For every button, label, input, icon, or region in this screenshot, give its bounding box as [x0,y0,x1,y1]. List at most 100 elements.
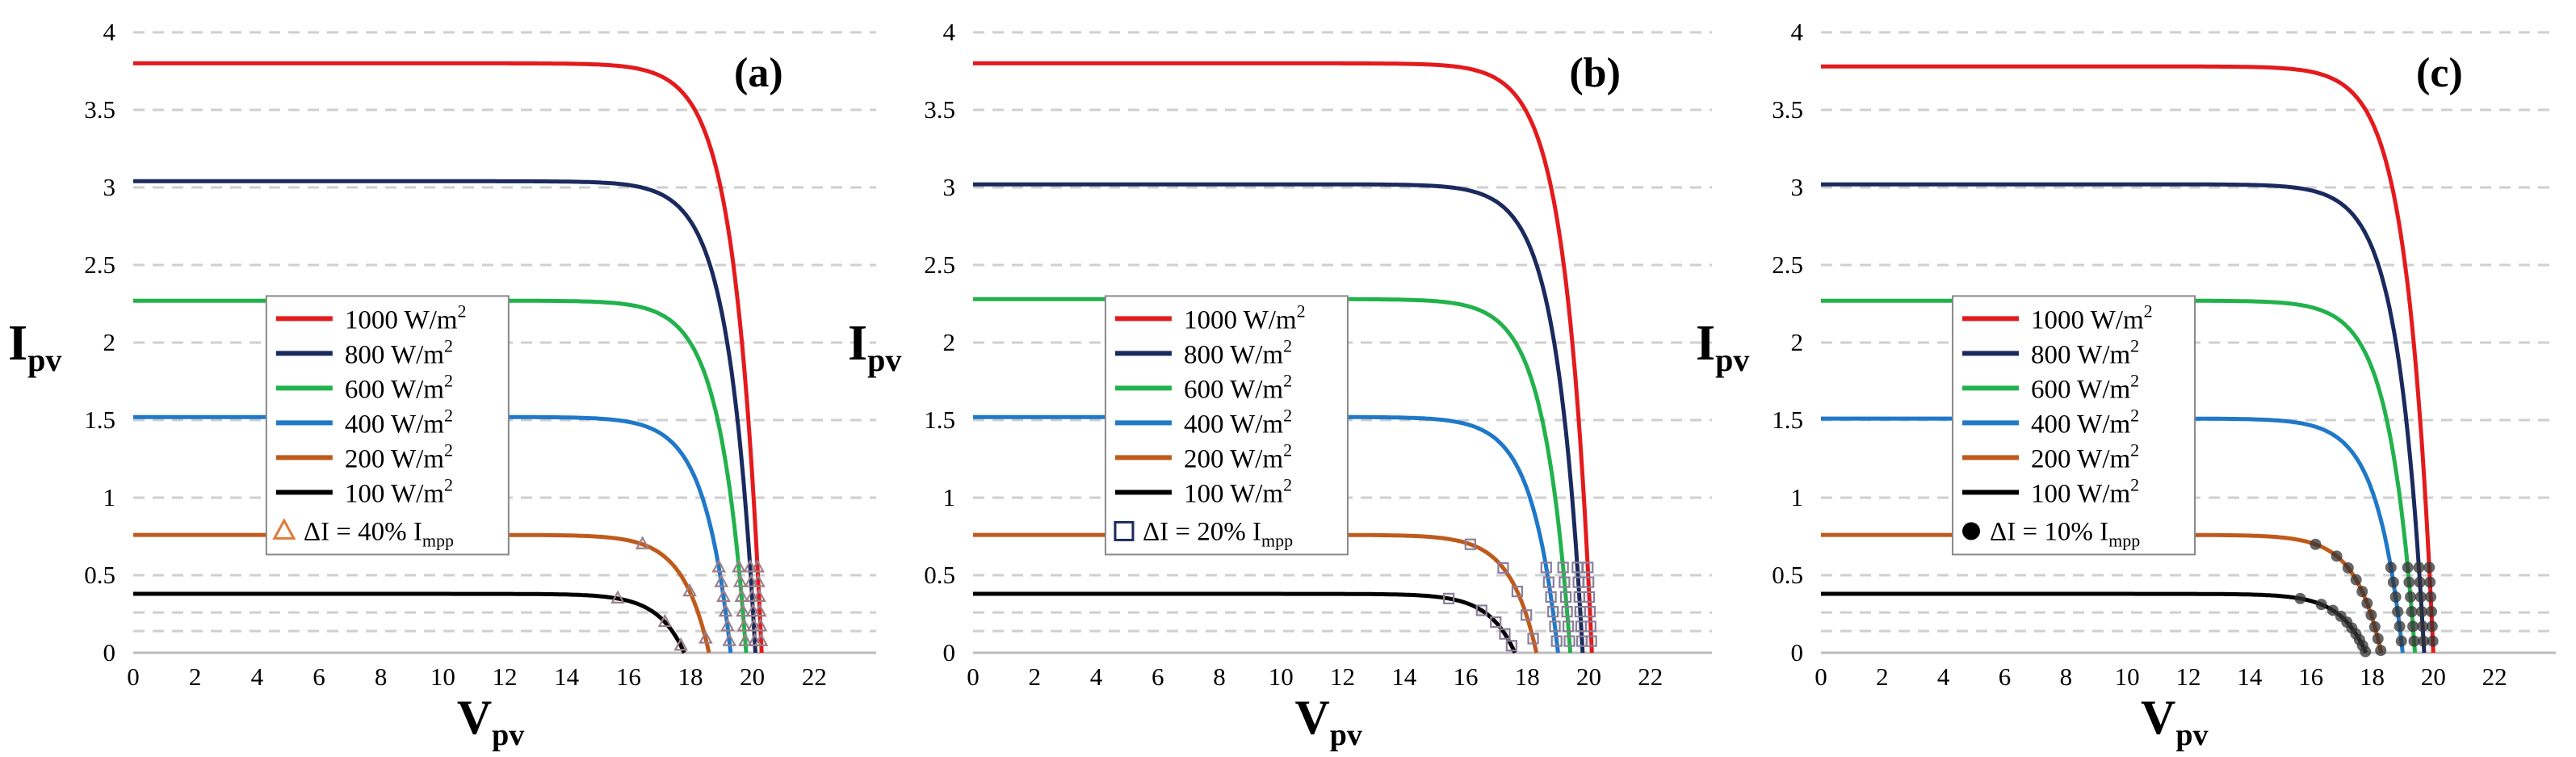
data-marker [698,630,713,644]
data-marker [1563,620,1575,633]
data-marker [716,588,731,602]
x-axis-label: Vpv [1294,691,1361,752]
data-marker [1527,633,1539,645]
legend-entry: 200 W/m2 [345,439,453,473]
chart-panel-3: 0 0.5 1 1.5 2 2.5 3 3.5 4 0 2 4 6 8 10 12 14 16 18 20 22 Ipv V… [1696,18,2556,752]
data-marker [736,603,750,617]
data-marker [2408,635,2420,647]
x-tick-label: 8 [2060,662,2073,691]
x-tick-label: 22 [1638,662,1663,691]
x-tick-label: 20 [2421,662,2446,691]
x-tick-label: 8 [375,662,388,691]
y-tick-label: 1 [943,483,956,511]
legend-triangle-icon [272,518,296,540]
chart-panel-1: 0 0.5 1 1.5 2 2.5 3 3.5 4 0 2 4 6 8 10 12 14 16 18 20 22 Ipv V… [8,18,876,752]
data-marker [1497,561,1509,574]
y-tick-label: 1.5 [1772,406,1803,434]
legend-marker-label: ΔI = 10% Impp [1990,517,2140,550]
legend-entry: 800 W/m2 [345,335,453,369]
data-marker [2418,635,2430,647]
x-tick-label: 0 [967,662,980,691]
data-marker [1550,635,1563,647]
x-tick-label: 0 [1815,662,1827,691]
data-marker [657,613,673,628]
x-tick-label: 14 [2237,662,2263,691]
legend-entry: 400 W/m2 [2031,405,2139,439]
data-marker [734,588,749,602]
data-marker [1559,591,1572,603]
data-marker [2342,561,2354,574]
data-marker [1521,609,1533,621]
x-tick-label: 16 [616,662,641,691]
data-marker [732,574,748,587]
x-axis-label: Vpv [457,691,524,752]
x-tick-label: 12 [2176,662,2201,691]
data-marker [1542,576,1554,588]
legend-entry: 1000 W/m2 [2031,301,2153,334]
data-marker [1540,561,1552,574]
x-axis-label: Vpv [2141,691,2208,752]
panel-label: (b) [1569,50,1621,96]
data-marker [2413,561,2425,574]
x-tick-label: 4 [1090,662,1103,691]
data-marker [1559,576,1571,588]
data-marker [743,559,757,573]
data-marker [752,588,766,602]
y-tick-label: 1 [1791,483,1804,511]
data-marker [2375,645,2387,657]
data-marker [746,618,761,632]
data-marker [2414,576,2426,588]
data-marker [1499,628,1511,640]
data-marker [747,633,762,646]
y-tick-label: 1.5 [84,406,115,434]
x-tick-label: 2 [189,662,202,691]
legend-entry: 100 W/m2 [2031,474,2139,508]
data-marker [2407,620,2419,633]
y-tick-label: 4 [103,18,116,46]
y-tick-label: 3 [943,173,956,201]
data-marker [682,582,697,597]
y-tick-label: 2.5 [84,250,115,279]
x-tick-label: 4 [1937,662,1950,691]
data-marker [2415,606,2427,618]
data-marker [2402,561,2414,574]
chart-panel-2: 0 0.5 1 1.5 2 2.5 3 3.5 4 0 2 4 6 8 10 12 14 16 18 20 22 Ipv V… [848,18,1712,752]
data-marker [1549,620,1561,633]
data-marker [750,559,765,573]
legend-square-icon [1114,520,1135,541]
panel-label: (a) [734,50,783,96]
data-marker [1547,606,1559,618]
data-marker [745,588,760,602]
series-line-1 [1821,182,2427,654]
data-marker [1545,591,1557,603]
data-marker [2427,635,2439,647]
panel-label: (c) [2416,50,2463,96]
x-tick-label: 2 [1029,662,1042,691]
data-marker [2405,591,2417,603]
series-line-0 [973,61,1594,654]
series-line-0 [1821,64,2435,654]
data-marker [2350,574,2362,586]
legend-entry: 600 W/m2 [345,370,453,404]
data-marker [2392,606,2404,618]
data-marker [1464,538,1476,550]
data-marker [718,603,733,617]
data-marker [2365,609,2377,621]
data-marker [2406,606,2418,618]
data-marker [2294,592,2306,604]
data-marker [610,590,625,603]
legend-entry: 400 W/m2 [1184,405,1292,439]
data-marker [2315,599,2327,611]
y-tick-label: 3.5 [84,95,115,124]
x-tick-label: 10 [430,662,455,691]
legend-entry: 800 W/m2 [1184,335,1292,369]
data-marker [720,618,735,632]
series-line-5 [133,591,686,654]
data-marker [2426,620,2438,633]
data-marker [2417,620,2429,633]
x-tick-label: 12 [1330,662,1355,691]
legend-entry: 200 W/m2 [1184,439,1292,473]
